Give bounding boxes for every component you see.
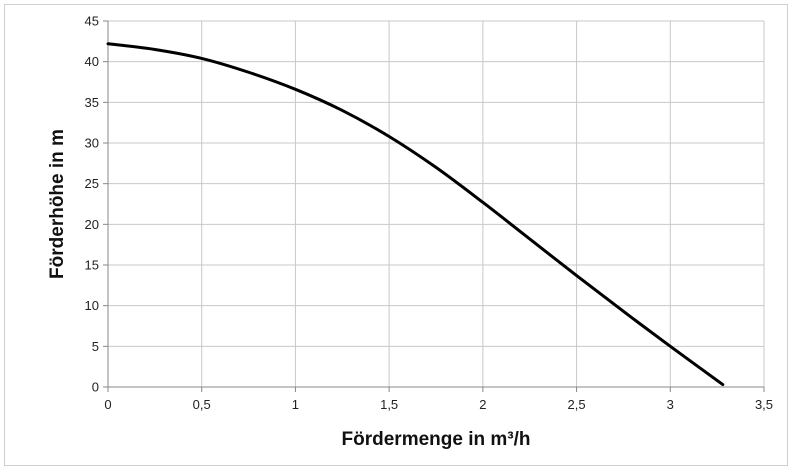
y-tick-label: 5 xyxy=(92,339,99,354)
y-tick-label: 25 xyxy=(85,176,99,191)
y-tick-label: 20 xyxy=(85,217,99,232)
y-tick-label: 30 xyxy=(85,136,99,151)
y-tick-label: 0 xyxy=(92,380,99,395)
y-tick-label: 10 xyxy=(85,298,99,313)
x-tick-label: 2 xyxy=(479,397,486,412)
grid-lines xyxy=(107,20,765,388)
x-tick-label: 2,5 xyxy=(568,397,586,412)
x-tick-labels: 0 0,5 1 1,5 2 2,5 3 3,5 xyxy=(104,397,773,412)
y-tick-label: 45 xyxy=(85,14,99,29)
chart-frame: 0 0,5 1 1,5 2 2,5 3 3,5 0 5 10 15 20 25 30 35 40 45 Förd… xyxy=(4,4,788,466)
x-tick-label: 0,5 xyxy=(193,397,211,412)
y-tick-label: 35 xyxy=(85,95,99,110)
axes xyxy=(103,20,765,392)
y-tick-labels: 0 5 10 15 20 25 30 35 40 45 xyxy=(85,14,99,395)
y-tick-label: 15 xyxy=(85,258,99,273)
x-tick-label: 3 xyxy=(667,397,674,412)
x-tick-label: 1,5 xyxy=(380,397,398,412)
pump-curve-chart: 0 0,5 1 1,5 2 2,5 3 3,5 0 5 10 15 20 25 30 35 40 45 Förd… xyxy=(47,14,773,451)
y-axis-title: Förderhöhe in m xyxy=(47,129,68,279)
x-axis-title: Fördermenge in m³/h xyxy=(342,429,531,450)
x-tick-label: 1 xyxy=(292,397,299,412)
series-lines xyxy=(106,42,725,387)
series-line xyxy=(106,42,725,387)
x-tick-label: 3,5 xyxy=(755,397,773,412)
x-tick-label: 0 xyxy=(104,397,111,412)
y-tick-label: 40 xyxy=(85,54,99,69)
